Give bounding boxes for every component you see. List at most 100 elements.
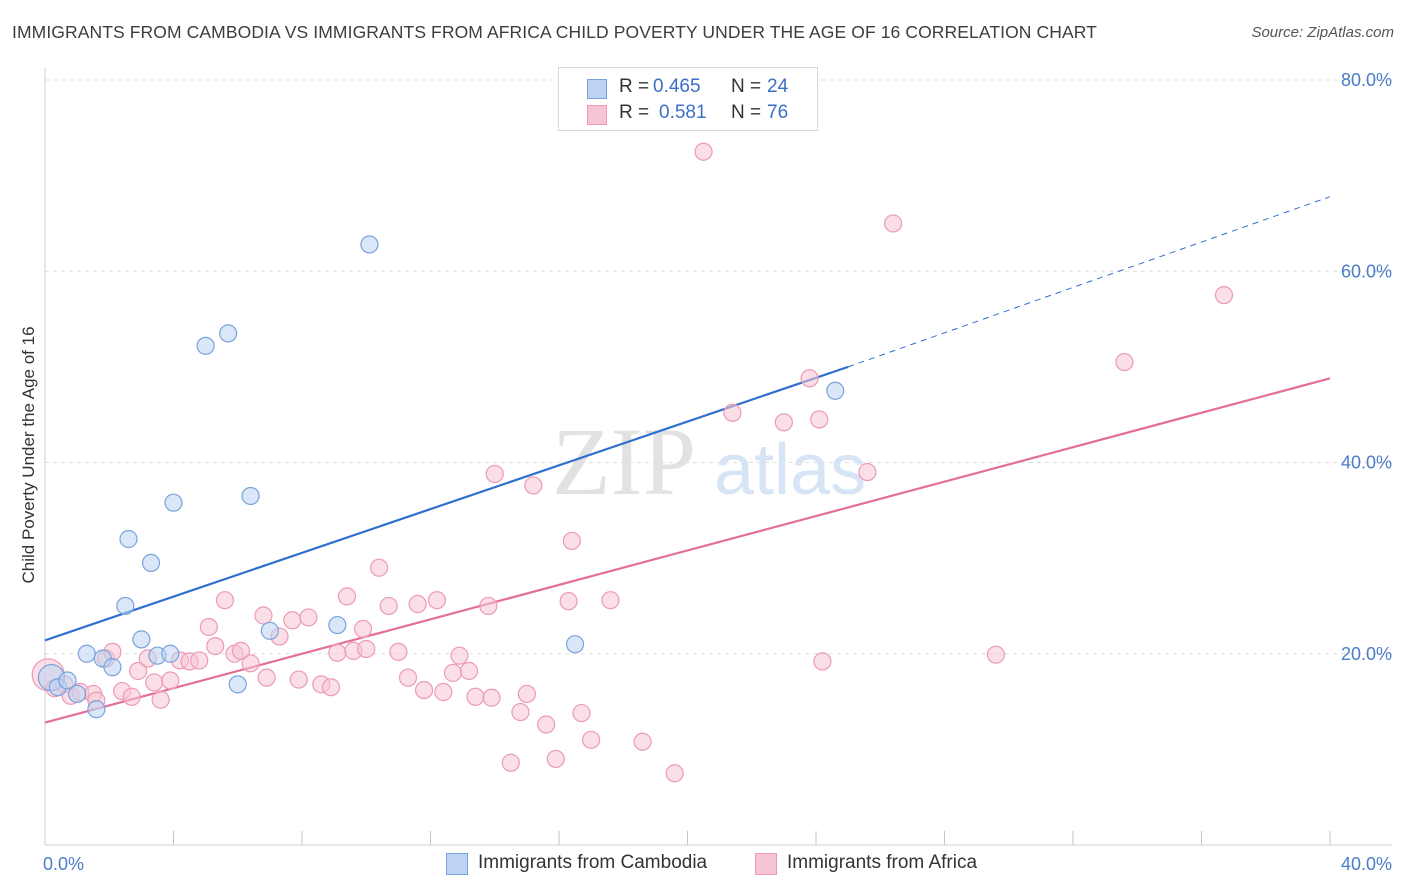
cambodia-point [77, 644, 96, 663]
africa-point [289, 670, 308, 689]
legend-r-label: R = [619, 76, 650, 97]
watermark-atlas: atlas [714, 430, 866, 510]
watermark: ZIP atlas [552, 408, 866, 515]
africa-point [466, 687, 485, 706]
africa-point [206, 636, 225, 656]
africa-point [883, 214, 903, 233]
africa-point [434, 682, 453, 702]
legend: R = 0.465 N = 24 R = 0.581 N = 76 [558, 67, 818, 131]
africa-point [485, 464, 504, 484]
africa-point [414, 680, 434, 700]
legend-swatch-cambodia [587, 79, 607, 99]
grid-lines [45, 79, 1392, 655]
cambodia-point [161, 644, 180, 663]
axes [44, 68, 1392, 846]
cambodia-point [119, 529, 138, 549]
africa-point [572, 703, 591, 723]
africa-point [328, 643, 347, 662]
tick-labels: 20.0% 40.0% 60.0% 80.0% 0.0% 40.0% [43, 70, 1392, 874]
africa-point [357, 639, 376, 659]
bottom-legend-label-cambodia: Immigrants from Cambodia [478, 852, 708, 873]
africa-point [151, 690, 170, 709]
africa-point [254, 606, 273, 625]
cambodia-point [132, 630, 151, 649]
africa-point [601, 591, 620, 610]
africa-point [129, 661, 148, 681]
x-tick-label: 40.0% [1341, 854, 1392, 874]
x-tick-label: 0.0% [43, 854, 84, 874]
cambodia-points [37, 235, 845, 719]
africa-point [231, 641, 251, 660]
africa-point [559, 592, 578, 611]
bottom-legend-label-africa: Immigrants from Africa [787, 852, 978, 873]
cambodia-point [228, 675, 247, 694]
legend-n-value: 76 [767, 102, 789, 123]
legend-r-label: R = [619, 102, 650, 123]
africa-point [810, 410, 829, 429]
africa-point [283, 611, 302, 630]
africa-point [241, 654, 260, 673]
chart-title: IMMIGRANTS FROM CAMBODIA VS IMMIGRANTS F… [12, 22, 1097, 42]
cambodia-point [219, 324, 238, 343]
africa-point [353, 619, 373, 638]
africa-point [190, 651, 209, 670]
africa-point [694, 142, 713, 161]
legend-n-label: N = [731, 76, 762, 97]
africa-point [800, 369, 819, 388]
africa-point [582, 730, 601, 749]
y-tick-label: 80.0% [1341, 70, 1392, 90]
africa-point [450, 646, 469, 665]
africa-point [215, 591, 234, 610]
africa-point [479, 596, 498, 616]
africa-point [427, 591, 447, 610]
cambodia-point [260, 621, 279, 640]
cambodia-point [68, 684, 87, 704]
africa-point [723, 403, 742, 422]
africa-point [321, 678, 341, 697]
africa-point [398, 668, 418, 687]
africa-point [122, 687, 141, 706]
africa-point [299, 608, 318, 627]
africa-point [161, 671, 180, 690]
legend-r-value: 0.581 [659, 102, 707, 123]
africa-point [986, 645, 1006, 664]
legend-n-label: N = [731, 102, 762, 123]
africa-point [370, 558, 389, 577]
africa-point [337, 587, 357, 606]
y-tick-label: 20.0% [1341, 644, 1392, 664]
cambodia-point [164, 493, 183, 512]
cambodia-trend-extension [847, 196, 1331, 368]
cambodia-point [116, 596, 135, 616]
africa-point [482, 688, 501, 707]
africa-point [665, 764, 684, 783]
legend-r-value: 0.465 [653, 76, 701, 97]
africa-point [389, 642, 408, 661]
cambodia-point [58, 671, 77, 690]
legend-swatch-africa [587, 105, 607, 125]
cambodia-point [103, 658, 122, 677]
africa-point [1115, 352, 1134, 372]
bottom-legend-swatch-africa [755, 853, 777, 875]
africa-point [633, 732, 652, 751]
cambodia-point [360, 235, 379, 254]
legend-n-value: 24 [767, 76, 789, 97]
africa-point [408, 594, 427, 614]
africa-point [517, 684, 536, 704]
africa-point [443, 663, 463, 682]
africa-point [145, 673, 164, 692]
source-credit: Source: ZipAtlas.com [1251, 24, 1394, 41]
africa-point [199, 617, 218, 637]
africa-point [524, 476, 543, 495]
cambodia-point [565, 635, 585, 654]
bottom-legend-swatch-cambodia [446, 853, 468, 875]
cambodia-point [87, 700, 106, 719]
africa-point [537, 715, 556, 734]
africa-point [1214, 286, 1234, 305]
africa-point [546, 749, 565, 769]
africa-point [774, 413, 793, 432]
africa-point [511, 702, 530, 722]
cambodia-point [826, 381, 845, 400]
cambodia-point [141, 553, 161, 573]
cambodia-point [196, 336, 215, 355]
